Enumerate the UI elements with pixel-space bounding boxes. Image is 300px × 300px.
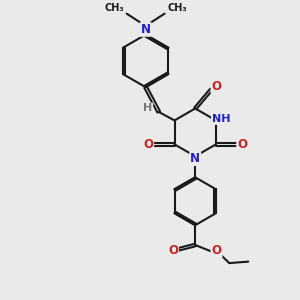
Text: O: O [168, 244, 178, 257]
Text: CH₃: CH₃ [167, 3, 187, 14]
Text: H: H [143, 103, 152, 113]
Text: O: O [212, 244, 221, 257]
Text: O: O [237, 138, 247, 151]
Text: N: N [190, 152, 200, 165]
Text: CH₃: CH₃ [104, 3, 124, 14]
Text: NH: NH [212, 114, 230, 124]
Text: O: O [143, 138, 153, 151]
Text: N: N [141, 23, 151, 36]
Text: O: O [212, 80, 221, 93]
